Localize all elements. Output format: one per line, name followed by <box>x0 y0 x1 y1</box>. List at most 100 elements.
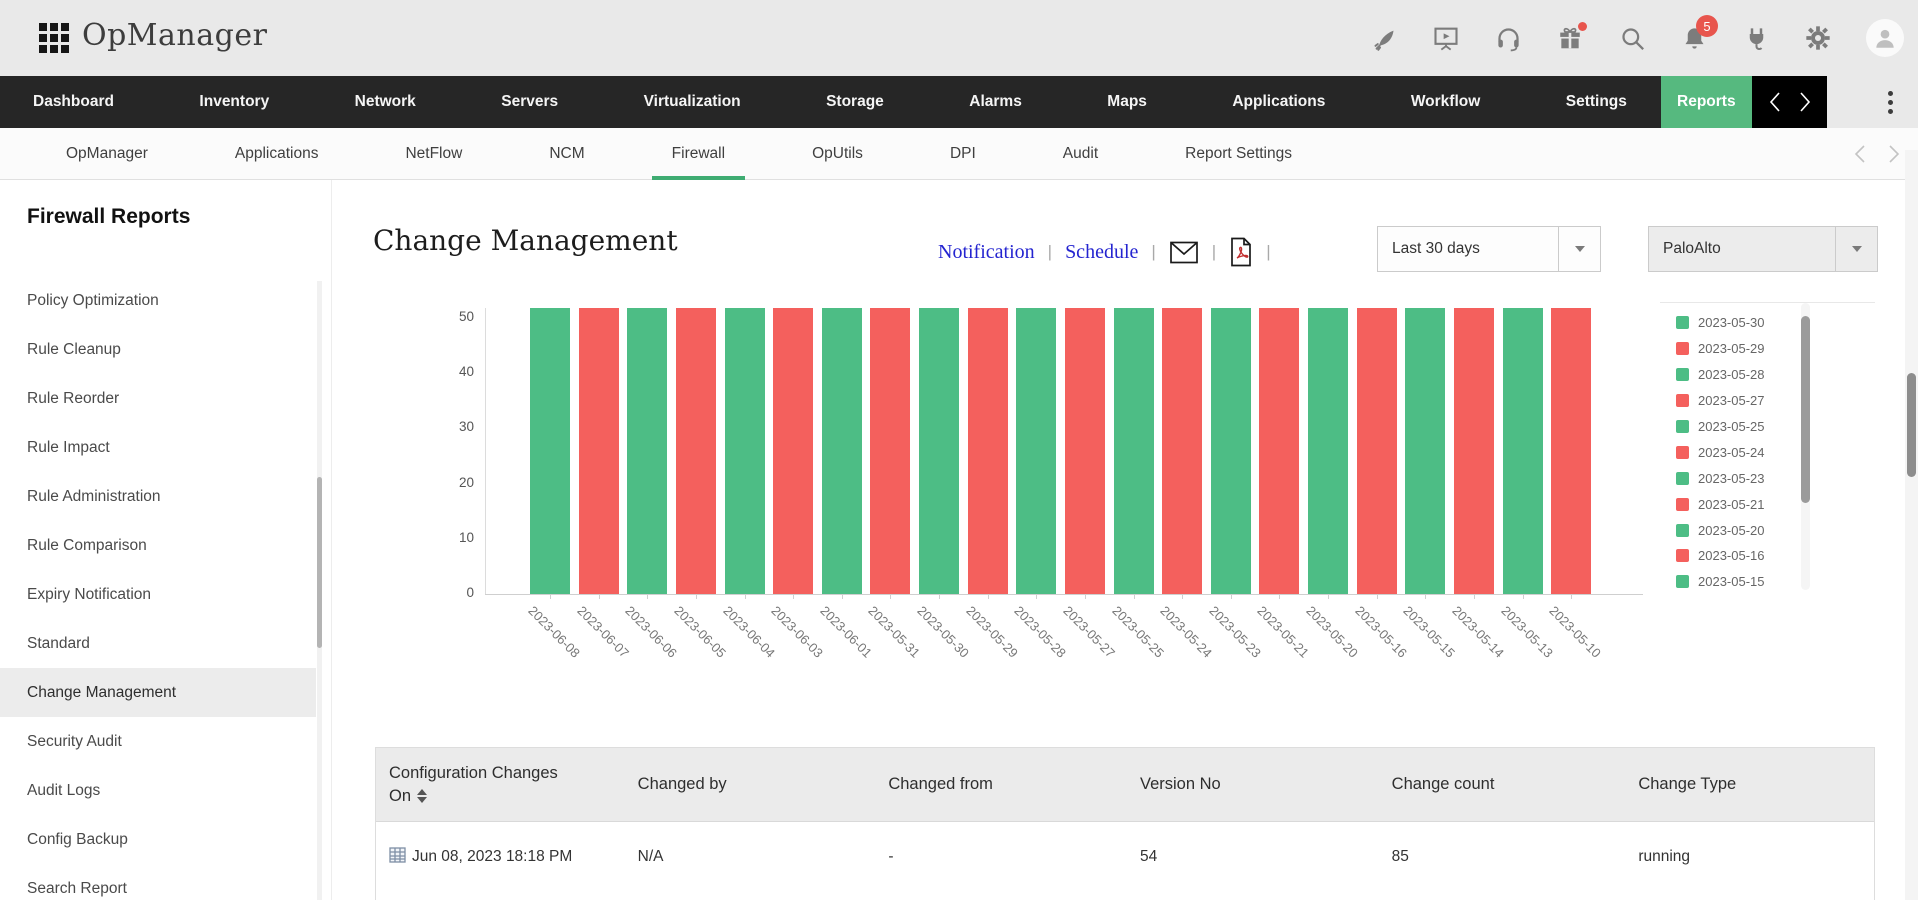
legend-label: 2023-05-27 <box>1698 393 1765 409</box>
nav-tab-virtualization[interactable]: Virtualization <box>643 93 741 110</box>
legend-item-2023-05-28[interactable]: 2023-05-28 <box>1662 362 1800 388</box>
x-tick <box>793 595 795 599</box>
page-title: Change Management <box>373 224 678 257</box>
subnav-tab-firewall[interactable]: Firewall <box>651 128 746 180</box>
legend-item-2023-05-15[interactable]: 2023-05-15 <box>1662 569 1800 590</box>
device-select[interactable]: PaloAlto <box>1648 226 1878 272</box>
gift-icon[interactable] <box>1556 22 1587 52</box>
sidebar-item-rule-reorder[interactable]: Rule Reorder <box>27 389 120 407</box>
app-logo-text: OpManager <box>82 18 268 53</box>
avatar[interactable] <box>1866 19 1904 57</box>
notification-link[interactable]: Notification <box>938 240 1035 263</box>
pdf-export-icon[interactable] <box>1229 237 1253 267</box>
subnav-arrow-left-icon[interactable] <box>1854 144 1866 164</box>
nav-tab-settings[interactable]: Settings <box>1565 93 1627 110</box>
top-bar: OpManager <box>0 0 1918 76</box>
search-icon[interactable] <box>1618 24 1646 52</box>
subnav-tab-netflow[interactable]: NetFlow <box>405 145 463 162</box>
y-tick-label: 10 <box>458 529 474 545</box>
apps-grid-icon[interactable] <box>38 22 70 54</box>
subnav-tab-dpi[interactable]: DPI <box>949 145 976 162</box>
notification-badge[interactable]: 5 <box>1696 15 1718 37</box>
legend-item-2023-05-29[interactable]: 2023-05-29 <box>1662 336 1800 362</box>
bar-2023-05-30 <box>919 308 960 594</box>
module-sub-nav: OpManager Applications NetFlow NCM Firewall O… <box>0 128 1918 180</box>
sidebar-scrollbar-thumb[interactable] <box>317 477 322 648</box>
bar-2023-06-01 <box>821 308 862 594</box>
sidebar-item-standard[interactable]: Standard <box>27 634 90 652</box>
nav-arrow-right-icon[interactable] <box>1798 91 1812 113</box>
sidebar-item-audit-logs[interactable]: Audit Logs <box>27 781 101 799</box>
legend-label: 2023-05-25 <box>1698 419 1765 434</box>
sidebar-item-config-backup[interactable]: Config Backup <box>27 830 128 848</box>
sort-icon[interactable] <box>417 789 428 804</box>
subnav-tab-applications[interactable]: Applications <box>234 145 319 162</box>
sidebar-item-rule-comparison[interactable]: Rule Comparison <box>27 536 147 554</box>
email-report-icon[interactable] <box>1169 240 1199 265</box>
sidebar-item-security-audit[interactable]: Security Audit <box>27 732 122 750</box>
legend-item-2023-05-27[interactable]: 2023-05-27 <box>1662 388 1800 414</box>
main-nav-bar: Dashboard Inventory Network Servers Virtuali… <box>0 76 1918 128</box>
nav-tab-alarms[interactable]: Alarms <box>969 93 1022 110</box>
gear-icon[interactable] <box>1804 24 1832 52</box>
rocket-icon[interactable] <box>1370 24 1398 52</box>
x-tick <box>1036 595 1038 599</box>
x-axis-label: 2023-05-27 <box>1060 603 1118 661</box>
sidebar-item-rule-cleanup[interactable]: Rule Cleanup <box>27 340 121 358</box>
sidebar-item-search-report[interactable]: Search Report <box>27 879 127 897</box>
nav-tab-reports[interactable]: Reports <box>1661 76 1752 128</box>
bell-icon[interactable]: 5 <box>1680 15 1718 52</box>
sidebar-item-policy-optimization[interactable]: Policy Optimization <box>27 291 159 309</box>
time-range-value: Last 30 days <box>1392 240 1480 257</box>
subnav-tab-report-settings[interactable]: Report Settings <box>1185 145 1292 162</box>
kebab-menu-icon[interactable] <box>1878 89 1902 115</box>
time-range-select[interactable]: Last 30 days <box>1377 226 1601 272</box>
page-scrollbar-thumb[interactable] <box>1907 373 1916 477</box>
nav-tab-dashboard[interactable]: Dashboard <box>33 93 114 110</box>
sidebar-item-rule-impact[interactable]: Rule Impact <box>27 438 110 456</box>
x-tick <box>1133 595 1135 599</box>
presentation-play-icon[interactable] <box>1432 24 1460 52</box>
subnav-arrow-right-icon[interactable] <box>1888 144 1900 164</box>
nav-tab-servers[interactable]: Servers <box>501 93 559 110</box>
schedule-link[interactable]: Schedule <box>1065 240 1139 263</box>
sort-asc-arrow <box>417 789 428 796</box>
table-header-row: Configuration Changes On Changed by Change… <box>376 748 1874 822</box>
legend-label: 2023-05-24 <box>1698 444 1765 460</box>
legend-item-2023-05-25[interactable]: 2023-05-25 <box>1662 414 1800 440</box>
legend-scrollbar-thumb[interactable] <box>1801 316 1810 503</box>
page-scrollbar-track[interactable] <box>1905 150 1918 900</box>
column-header-label: Change Type <box>1638 775 1737 794</box>
bar-2023-05-25 <box>1113 308 1154 594</box>
sidebar-item-change-management[interactable]: Change Management <box>0 668 316 717</box>
nav-tab-maps[interactable]: Maps <box>1107 93 1147 110</box>
nav-tab-inventory[interactable]: Inventory <box>199 93 270 110</box>
legend-item-2023-05-23[interactable]: 2023-05-23 <box>1662 465 1800 491</box>
subnav-tab-ncm[interactable]: NCM <box>549 145 585 162</box>
legend-item-2023-05-16[interactable]: 2023-05-16 <box>1662 543 1800 569</box>
plug-icon[interactable] <box>1742 24 1770 52</box>
legend-swatch <box>1676 342 1689 356</box>
sidebar-item-expiry-notification[interactable]: Expiry Notification <box>27 585 152 603</box>
calendar-icon <box>389 847 406 863</box>
sidebar-item-rule-administration[interactable]: Rule Administration <box>27 487 161 505</box>
subnav-tab-opmanager[interactable]: OpManager <box>66 145 148 162</box>
legend-item-2023-05-24[interactable]: 2023-05-24 <box>1662 439 1800 465</box>
legend-item-2023-05-30[interactable]: 2023-05-30 <box>1662 310 1800 336</box>
legend-item-2023-05-21[interactable]: 2023-05-21 <box>1662 491 1800 517</box>
x-tick <box>1328 595 1330 599</box>
sidebar-title: Firewall Reports <box>27 205 191 228</box>
nav-tab-applications[interactable]: Applications <box>1232 93 1326 110</box>
legend-label: 2023-05-30 <box>1698 315 1765 331</box>
legend-label: 2023-05-16 <box>1698 548 1765 564</box>
nav-tab-network[interactable]: Network <box>354 93 416 110</box>
nav-tab-workflow[interactable]: Workflow <box>1410 93 1481 110</box>
subnav-tab-audit[interactable]: Audit <box>1062 145 1099 162</box>
headset-icon[interactable] <box>1494 24 1522 52</box>
separator: | <box>1211 242 1217 261</box>
nav-arrow-left-icon[interactable] <box>1768 91 1782 113</box>
subnav-tab-oputils[interactable]: OpUtils <box>812 145 863 162</box>
nav-tab-storage[interactable]: Storage <box>826 93 884 110</box>
legend-item-2023-05-20[interactable]: 2023-05-20 <box>1662 517 1800 543</box>
legend-label: 2023-05-23 <box>1698 470 1765 486</box>
